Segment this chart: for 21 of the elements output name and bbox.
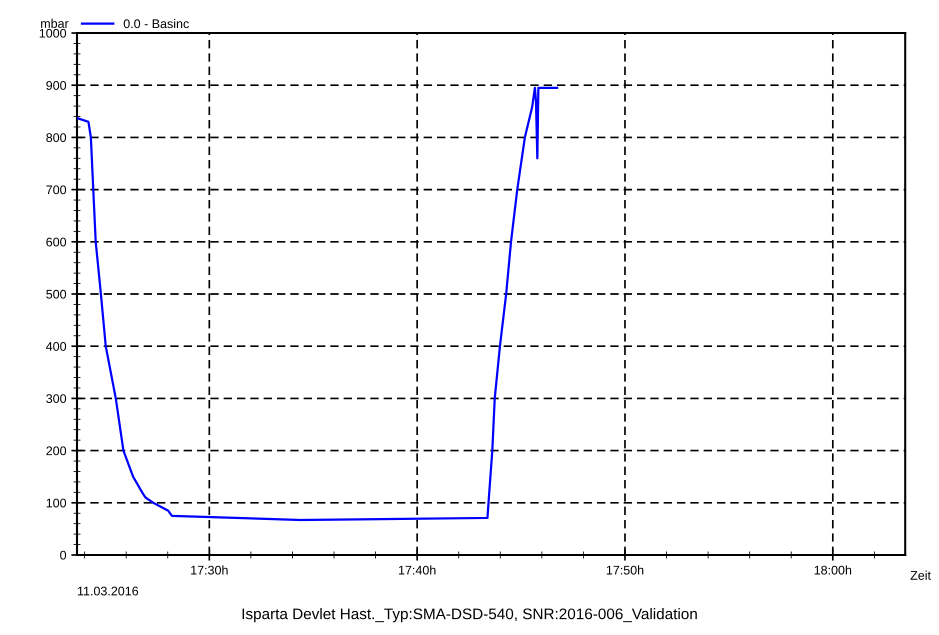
y-tick-label: 300	[46, 394, 66, 404]
y-axis-title: mbar	[41, 18, 69, 28]
text: Isparta Devlet Hast._Typ:SMA-DSD-540, SNR:2016-006_Validation	[242, 608, 697, 622]
y-tick-label: 900	[46, 81, 66, 90]
x-tick-label: 17:50h	[606, 565, 644, 575]
y-tick-label: 0	[60, 550, 66, 560]
line-series	[77, 86, 558, 522]
y-tick-label: 100	[46, 498, 66, 508]
x-tick-label: 18:00h	[814, 565, 852, 575]
y-tick-label: 700	[46, 185, 66, 194]
y-tick-label: 500	[46, 290, 66, 299]
y-tick-label: 600	[46, 238, 66, 246]
x-axis-title: Zeit	[910, 570, 931, 580]
y-tick-label: 400	[46, 342, 66, 351]
y-tick-label: 1000	[40, 28, 66, 38]
x-tick-label: 17:40h	[398, 565, 436, 575]
x-tick-label: 17:30h	[191, 565, 228, 575]
legend-label: 0.0 - Basinc	[124, 18, 189, 28]
text: 11.03.2016	[78, 586, 138, 596]
y-tick-label: 800	[46, 133, 66, 142]
y-tick-label: 200	[46, 446, 66, 456]
